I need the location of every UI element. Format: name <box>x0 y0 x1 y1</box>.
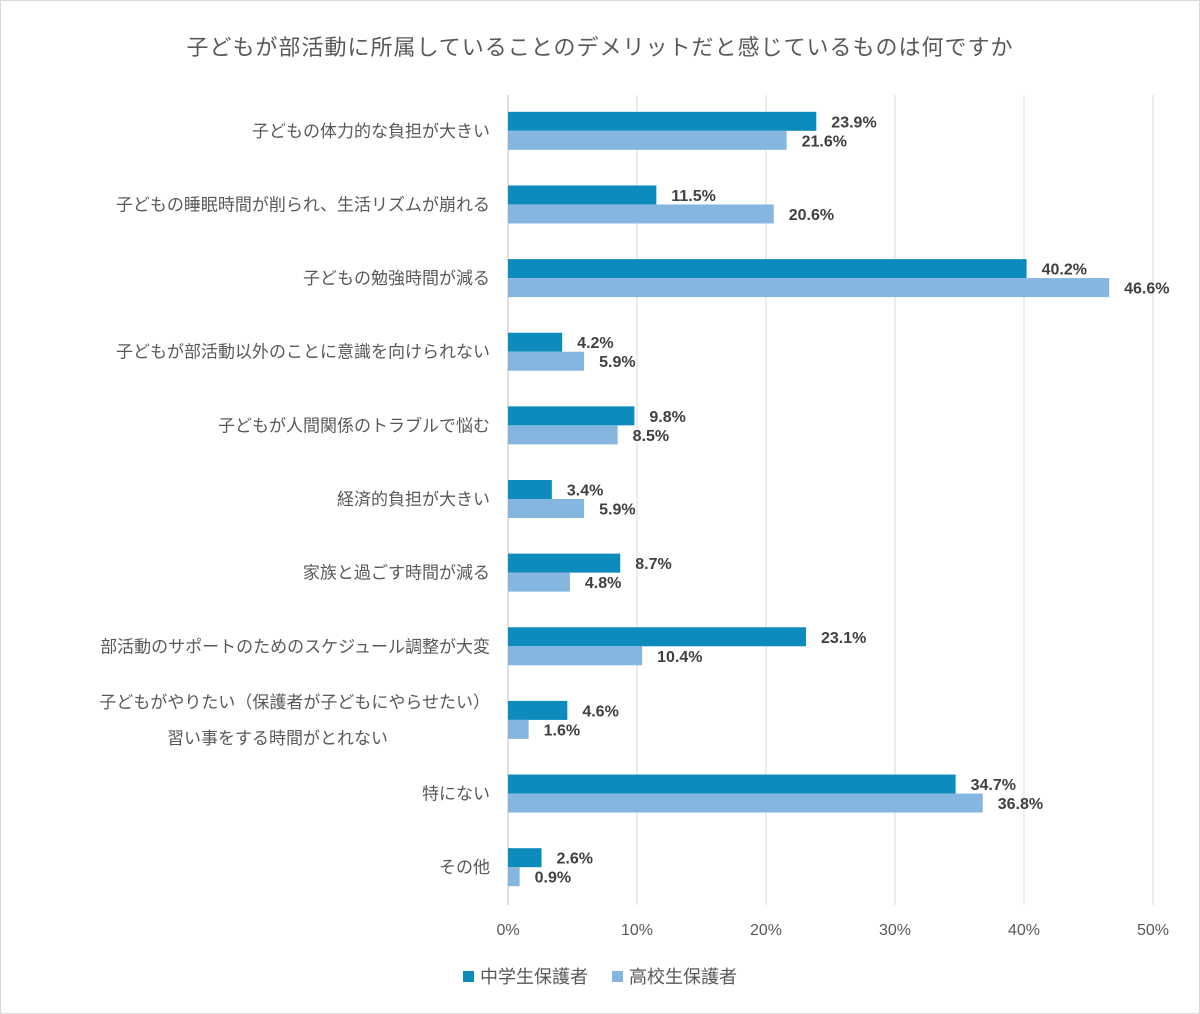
x-tick-label: 10% <box>621 922 653 939</box>
data-label: 9.8% <box>649 409 685 426</box>
bar <box>508 867 520 887</box>
category-label: 経済的負担が大きい <box>337 490 490 510</box>
category-label: 子どもの勉強時間が減る <box>303 269 490 289</box>
bar <box>508 553 621 573</box>
bar <box>508 719 529 739</box>
legend-swatch <box>463 970 474 982</box>
bar <box>508 793 983 813</box>
category-label: 子どもが人間関係のトラブルで悩む <box>218 415 490 436</box>
data-label: 20.6% <box>789 207 834 224</box>
chart-title: 子どもが部活動に所属していることのデメリットだと感じているものは何ですか <box>186 36 1014 61</box>
data-label: 40.2% <box>1042 262 1087 279</box>
bar <box>508 627 806 647</box>
bar <box>508 700 568 720</box>
data-label: 4.8% <box>585 575 621 592</box>
category-label: 部活動のサポートのためのスケジュール調整が大変 <box>100 637 490 657</box>
bar <box>508 332 563 352</box>
x-tick-label: 40% <box>1008 922 1040 939</box>
bar <box>508 204 774 224</box>
data-label: 3.4% <box>567 483 603 500</box>
data-label: 5.9% <box>599 354 635 371</box>
category-label: その他 <box>439 858 490 878</box>
data-label: 10.4% <box>657 649 702 666</box>
data-label: 23.1% <box>821 630 866 647</box>
legend-label: 高校生保護者 <box>629 967 737 988</box>
x-tick-label: 0% <box>496 922 519 939</box>
bar <box>508 185 657 205</box>
data-label: 8.7% <box>635 556 671 573</box>
category-label: 家族と過ごす時間が減る <box>303 564 490 584</box>
data-label: 11.5% <box>671 188 715 205</box>
category-label: 子どもが部活動以外のことに意識を向けられない <box>116 343 490 363</box>
bar <box>508 406 635 426</box>
data-label: 2.6% <box>557 851 593 868</box>
data-label: 4.2% <box>577 335 613 352</box>
legend: 中学生保護者 高校生保護者 <box>0 963 1200 989</box>
category-label: 習い事をする時間がとれない <box>167 729 388 749</box>
data-label: 5.9% <box>599 502 635 519</box>
data-label: 23.9% <box>831 114 876 131</box>
category-label: 子どもがやりたい（保護者が子どもにやらせたい） <box>99 693 490 713</box>
bar <box>508 278 1110 298</box>
legend-label: 中学生保護者 <box>480 967 588 988</box>
legend-item-high-school: 高校生保護者 <box>612 963 737 989</box>
legend-item-junior-high: 中学生保護者 <box>463 963 588 989</box>
data-label: 46.6% <box>1124 281 1169 298</box>
data-label: 0.9% <box>535 870 571 887</box>
data-label: 34.7% <box>971 777 1016 794</box>
bar <box>508 259 1027 279</box>
x-tick-label: 30% <box>879 922 911 939</box>
bar <box>508 425 618 445</box>
data-label: 8.5% <box>633 428 669 445</box>
category-label: 子どもの睡眠時間が削られ、生活リズムが崩れる <box>116 195 490 215</box>
bar <box>508 774 956 794</box>
bar <box>508 480 552 499</box>
legend-swatch <box>612 970 623 982</box>
bar <box>508 499 585 518</box>
data-label: 21.6% <box>802 133 847 150</box>
x-tick-label: 20% <box>750 922 782 939</box>
category-label: 特にない <box>422 785 490 805</box>
data-label: 1.6% <box>544 722 580 739</box>
bar <box>508 111 817 131</box>
data-label: 4.6% <box>582 703 618 720</box>
bar <box>508 130 787 150</box>
data-label: 36.8% <box>998 796 1043 813</box>
bar <box>508 646 643 666</box>
bar <box>508 572 570 592</box>
bar <box>508 351 585 371</box>
x-tick-label: 50% <box>1137 922 1169 939</box>
bar <box>508 848 542 868</box>
category-label: 子どもの体力的な負担が大きい <box>252 122 490 142</box>
